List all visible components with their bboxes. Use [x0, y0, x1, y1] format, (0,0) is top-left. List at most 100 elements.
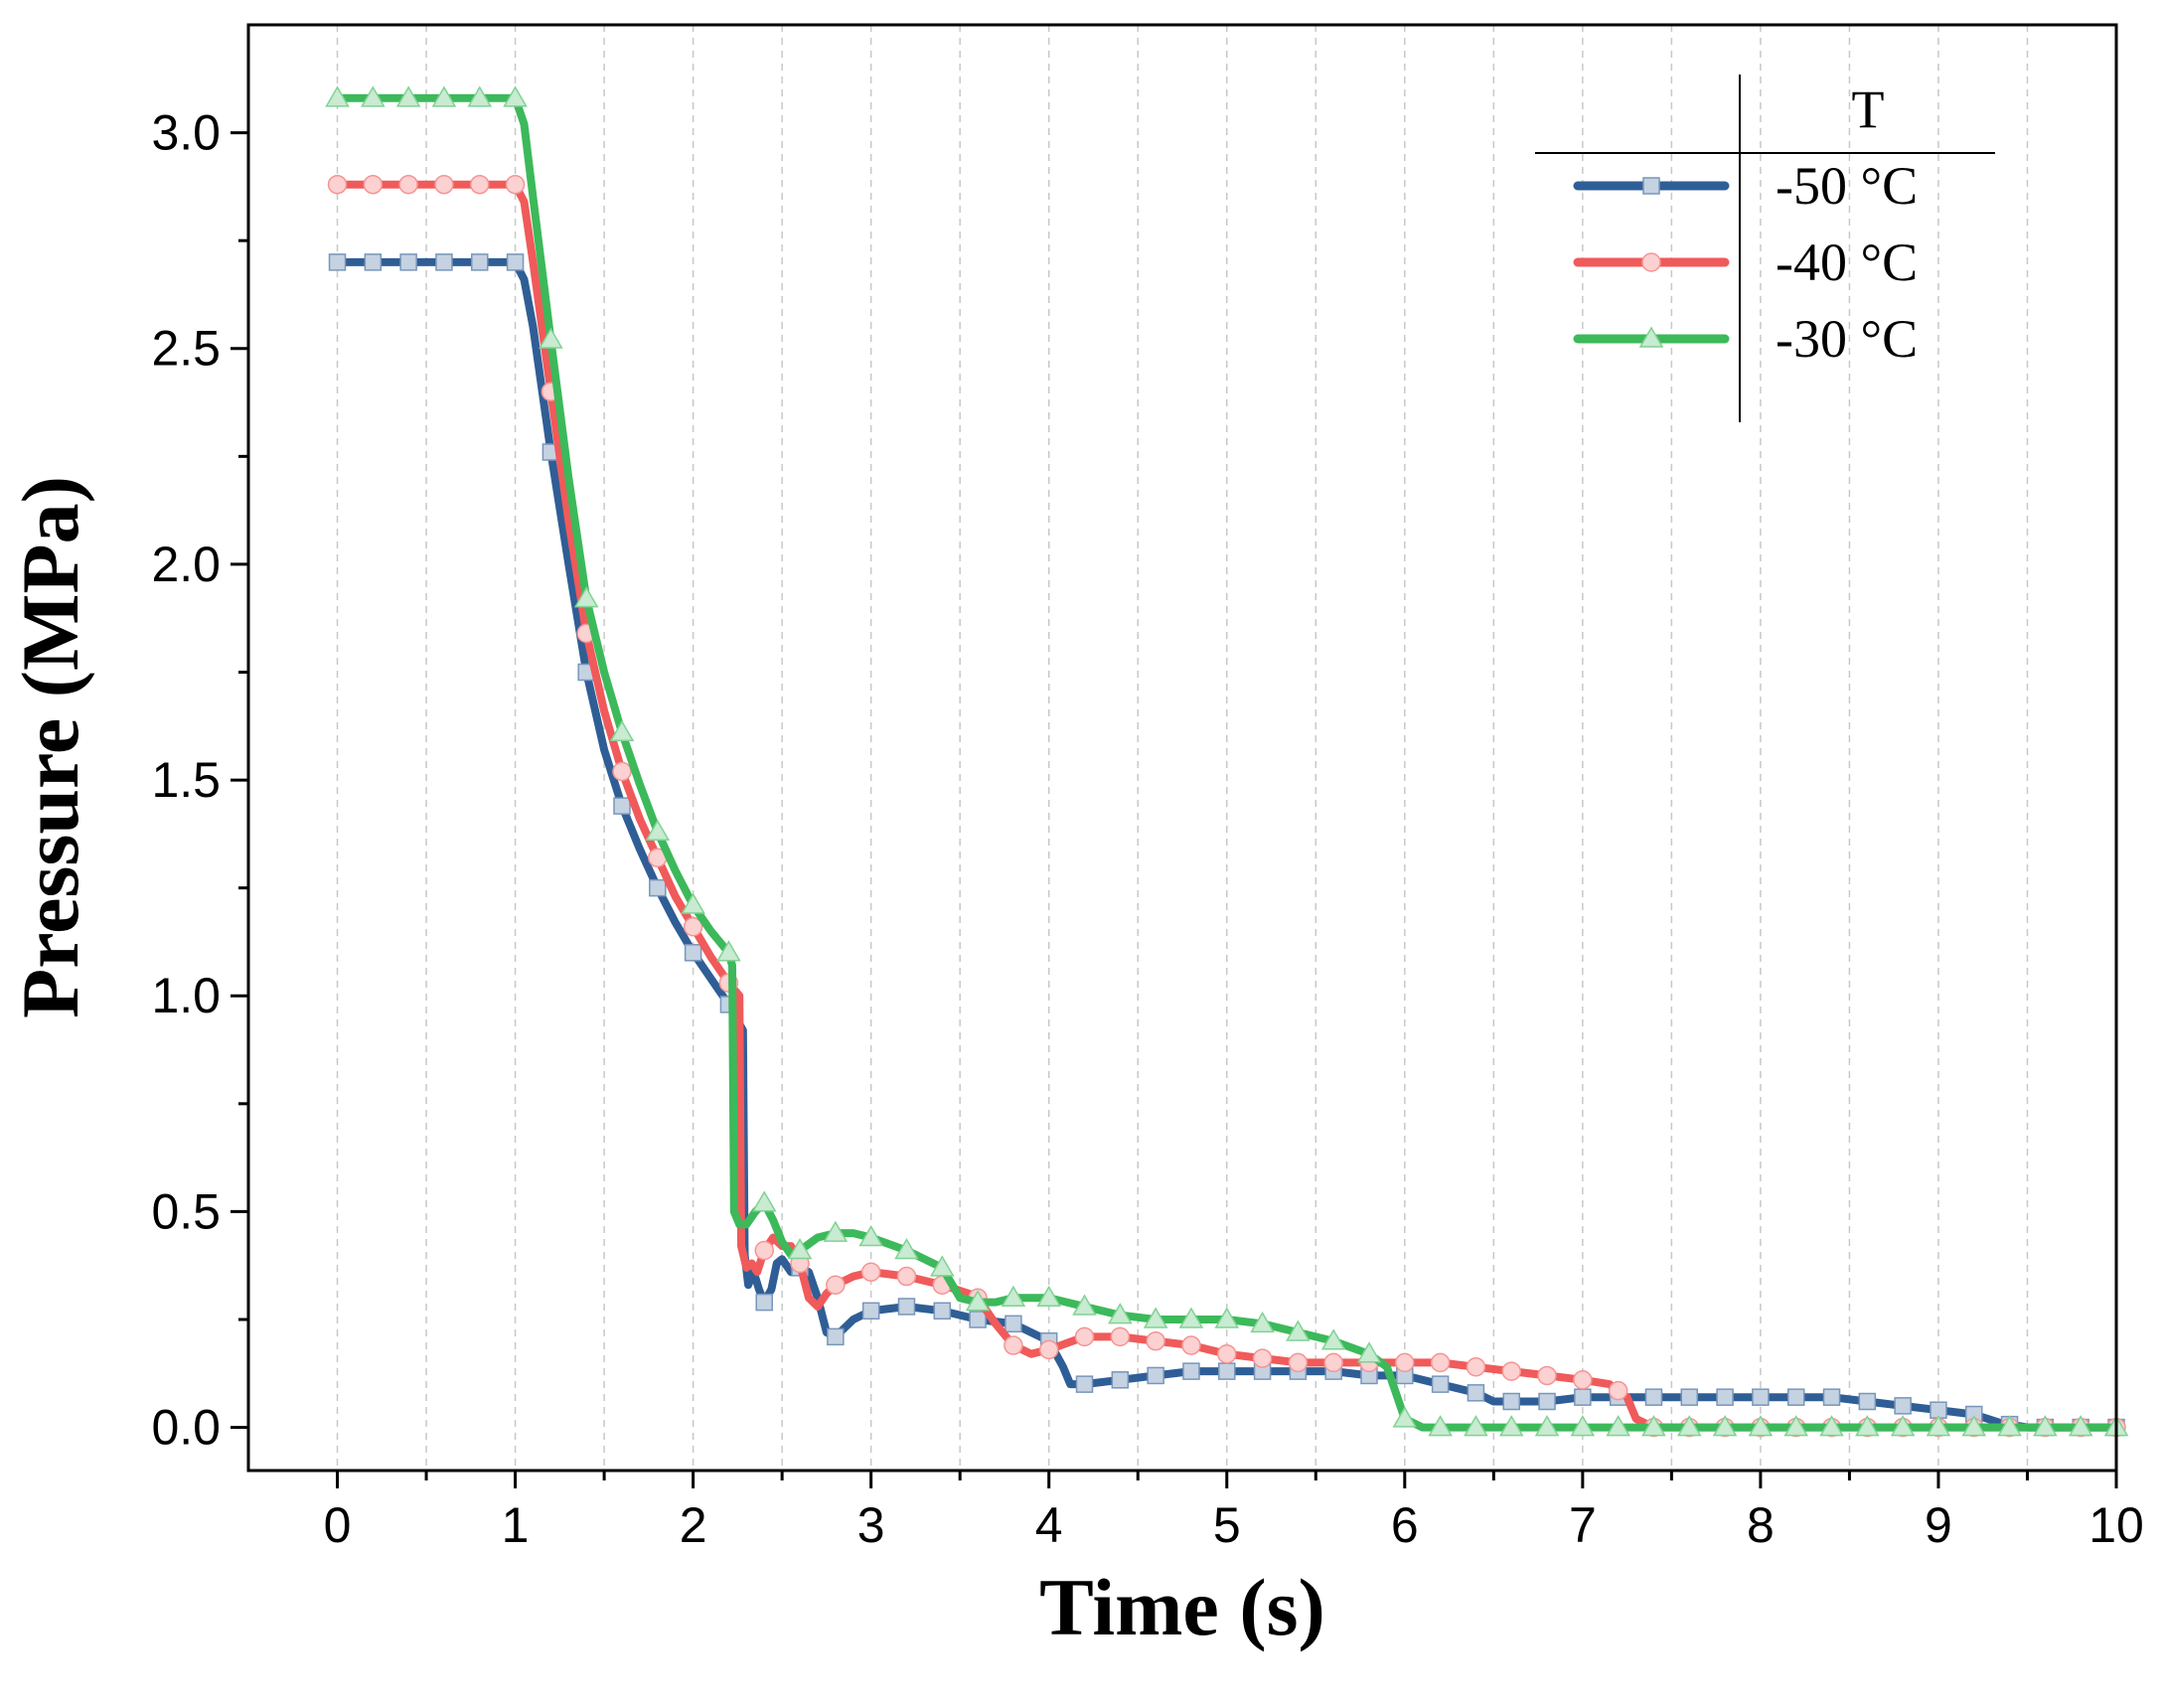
data-point-marker	[1395, 1352, 1415, 1373]
data-point-marker	[1642, 177, 1660, 195]
data-point-marker	[894, 1237, 919, 1260]
data-point-marker	[1111, 1371, 1130, 1389]
data-point-marker	[1712, 1415, 1738, 1437]
y-tick-label: 2.5	[151, 321, 221, 377]
y-tick-label: 3.0	[151, 105, 221, 161]
y-axis-title: Pressure (MPa)	[5, 476, 95, 1018]
data-point-marker	[645, 819, 671, 841]
data-point-marker	[823, 1220, 849, 1242]
data-point-marker	[969, 1311, 987, 1328]
data-point-marker	[1819, 1415, 1844, 1437]
data-point-marker	[1680, 1388, 1699, 1406]
data-point-marker	[1286, 1320, 1311, 1341]
data-point-marker	[2033, 1415, 2058, 1437]
axes: 0 1 2 3 4 5 6 7 8 9 10 0.0 0.5 1.0 1.5 2.0 2.5 3.0	[151, 105, 2143, 1553]
data-point-marker	[1786, 1388, 1805, 1406]
data-point-marker	[1894, 1397, 1912, 1415]
data-point-marker	[434, 174, 454, 195]
data-point-marker	[1534, 1415, 1560, 1437]
data-point-marker	[609, 719, 635, 742]
data-point-marker	[897, 1298, 916, 1316]
data-point-marker	[471, 253, 489, 271]
data-point-marker	[327, 174, 348, 195]
y-tick-label: 2.0	[151, 537, 221, 592]
data-point-marker	[539, 327, 563, 349]
data-point-marker	[1036, 1285, 1062, 1308]
data-point-marker	[364, 253, 383, 271]
data-point-marker	[1498, 1415, 1524, 1437]
data-point-marker	[649, 878, 667, 897]
data-point-marker	[1005, 1315, 1022, 1333]
y-tick-label: 0.5	[151, 1183, 221, 1239]
data-point-marker	[1356, 1341, 1382, 1363]
data-point-marker	[505, 174, 526, 195]
data-point-marker	[1822, 1388, 1841, 1406]
data-point-marker	[933, 1302, 952, 1320]
data-point-marker	[1538, 1392, 1556, 1411]
x-tick-label: 10	[2088, 1497, 2144, 1553]
x-tick-label: 8	[1747, 1497, 1775, 1553]
data-point-marker	[751, 1190, 777, 1212]
data-point-marker	[467, 85, 493, 107]
data-point-marker	[1466, 1357, 1486, 1377]
data-point-marker	[1464, 1415, 1488, 1437]
data-point-marker	[1004, 1335, 1023, 1355]
data-point-marker	[573, 586, 599, 608]
data-point-marker	[435, 253, 453, 271]
x-tick-label: 5	[1213, 1497, 1241, 1553]
x-tick-label: 4	[1035, 1497, 1063, 1553]
data-point-marker	[787, 1237, 813, 1260]
data-point-marker	[1502, 1392, 1520, 1411]
data-point-marker	[1570, 1415, 1596, 1437]
data-point-marker	[1038, 1339, 1059, 1360]
legend: T -50 °C -40 °C -30 °C	[1535, 75, 1995, 422]
legend-title: T	[1852, 79, 1885, 139]
data-point-marker	[755, 1293, 773, 1312]
data-point-marker	[325, 85, 350, 107]
data-point-marker	[506, 253, 525, 271]
data-point-marker	[363, 174, 384, 195]
data-point-marker	[1676, 1415, 1702, 1437]
data-point-marker	[826, 1275, 846, 1295]
data-point-marker	[1074, 1326, 1095, 1347]
data-point-marker	[1608, 1380, 1628, 1401]
data-point-marker	[328, 253, 347, 271]
series-line	[333, 93, 2120, 1432]
data-point-marker	[1181, 1335, 1201, 1355]
data-point-marker	[1606, 1415, 1630, 1437]
data-point-marker	[929, 1255, 955, 1277]
data-point-marker	[716, 940, 741, 962]
y-tick-label: 1.0	[151, 968, 221, 1023]
data-point-marker	[1752, 1388, 1770, 1406]
x-tick-label: 0	[324, 1497, 352, 1553]
data-point-marker	[1001, 1285, 1026, 1308]
data-point-marker	[395, 85, 421, 107]
x-tick-label: 3	[857, 1497, 885, 1553]
data-point-marker	[2068, 1415, 2093, 1437]
data-point-marker	[1961, 1415, 1987, 1437]
data-point-marker	[431, 85, 457, 107]
data-point-marker	[1110, 1326, 1131, 1347]
data-point-marker	[1537, 1365, 1557, 1386]
data-point-marker	[1501, 1361, 1521, 1381]
data-point-marker	[1252, 1348, 1273, 1368]
data-point-marker	[1638, 326, 1664, 348]
data-point-marker	[1890, 1415, 1916, 1437]
y-tick-label: 1.5	[151, 752, 221, 808]
data-point-marker	[1143, 1307, 1168, 1328]
series-3	[325, 85, 2129, 1437]
data-point-marker	[1428, 1415, 1453, 1437]
data-point-marker	[1108, 1303, 1133, 1324]
data-point-marker	[1641, 1415, 1666, 1437]
data-point-marker	[398, 174, 418, 195]
data-point-marker	[1072, 1294, 1097, 1316]
data-point-marker	[1783, 1415, 1809, 1437]
x-tick-label: 1	[502, 1497, 530, 1553]
data-point-marker	[1217, 1343, 1237, 1364]
data-point-marker	[681, 892, 705, 914]
data-point-marker	[965, 1290, 991, 1312]
data-point-marker	[1858, 1392, 1877, 1411]
data-point-marker	[1075, 1375, 1094, 1393]
data-point-marker	[827, 1327, 845, 1346]
